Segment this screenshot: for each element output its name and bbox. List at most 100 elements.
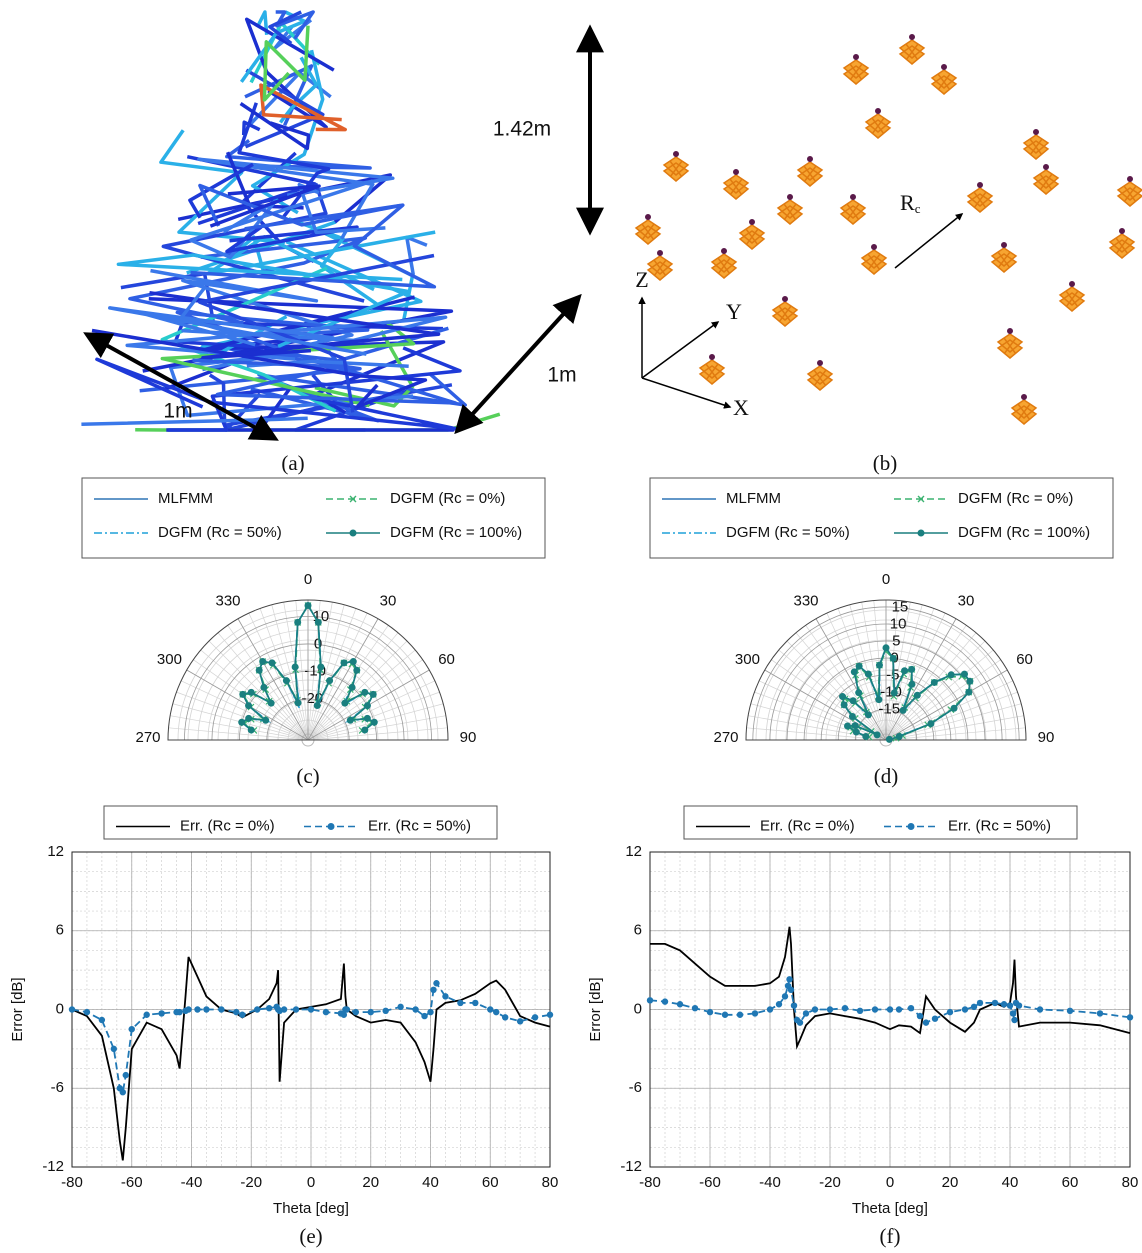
point: [314, 702, 321, 709]
x-tick-label: -80: [61, 1174, 83, 1191]
theta-tick-label: 90: [1038, 729, 1055, 746]
point: [308, 1006, 314, 1012]
point: [69, 1006, 75, 1012]
array-element: [1024, 129, 1048, 159]
element-body: [862, 250, 886, 274]
point: [129, 1026, 135, 1032]
point: [851, 668, 858, 675]
point: [886, 736, 893, 743]
point: [326, 677, 333, 684]
minor-grid-line: [181, 681, 308, 740]
element-feed: [721, 248, 727, 254]
point: [547, 1012, 553, 1018]
panel-caption: (f): [880, 1224, 901, 1248]
legend-label: MLFMM: [726, 490, 781, 507]
point: [707, 1009, 713, 1015]
array-element: [841, 194, 865, 224]
theta-tick-label: 0: [882, 571, 890, 588]
point: [965, 689, 972, 696]
point: [788, 987, 794, 993]
r-tick-label: -15: [878, 700, 900, 717]
element-body: [1012, 400, 1036, 424]
point: [786, 976, 792, 982]
point: [433, 980, 439, 986]
element-feed: [1033, 129, 1039, 135]
element-feed: [1127, 176, 1133, 182]
point: [917, 1013, 923, 1019]
theta-tick-label: 330: [215, 592, 240, 609]
point: [239, 691, 246, 698]
x-tick-label: -20: [819, 1174, 841, 1191]
element-body: [841, 200, 865, 224]
element-feed: [709, 354, 715, 360]
y-tick-label: 12: [625, 843, 642, 860]
array-element: [773, 296, 797, 326]
point: [233, 1009, 239, 1015]
element-feed: [1043, 164, 1049, 170]
point: [852, 722, 859, 729]
array-element: [712, 248, 736, 278]
panel-caption: (c): [296, 764, 319, 788]
element-feed: [871, 244, 877, 250]
page: 1m 1.42m 1m (a) Z Y X Rc (b) 100-10-2027…: [0, 0, 1142, 1253]
point: [353, 667, 360, 674]
point: [908, 681, 915, 688]
point: [812, 1006, 818, 1012]
point: [256, 667, 263, 674]
point: [827, 1006, 833, 1012]
legend-label: DGFM (Rc = 50%): [726, 524, 850, 541]
point: [305, 602, 312, 609]
array-element: [932, 64, 956, 94]
array-element: [862, 244, 886, 274]
x-tick-label: -60: [699, 1174, 721, 1191]
point: [896, 1006, 902, 1012]
minor-grid-line: [249, 613, 308, 740]
element-body: [1110, 234, 1134, 258]
theta-tick-label: 300: [157, 651, 182, 668]
point: [364, 715, 371, 722]
theta-tick-label: 270: [135, 729, 160, 746]
point: [364, 702, 371, 709]
point: [855, 689, 862, 696]
point: [238, 719, 245, 726]
array-element: [900, 34, 924, 64]
point: [908, 1005, 914, 1011]
rc-arrow: [895, 214, 962, 268]
element-body: [932, 70, 956, 94]
x-tick-label: -20: [240, 1174, 262, 1191]
point: [901, 667, 908, 674]
point: [803, 1010, 809, 1016]
x-tick-label: 80: [542, 1174, 559, 1191]
minor-grid-line: [308, 681, 435, 740]
element-feed: [657, 250, 663, 256]
point: [692, 1005, 698, 1011]
point: [752, 1010, 758, 1016]
point: [872, 1006, 878, 1012]
point: [84, 1009, 90, 1015]
point: [1007, 1002, 1013, 1008]
element-feed: [1007, 328, 1013, 334]
wire-segment: [81, 418, 307, 424]
x-axis-label: Theta [deg]: [852, 1200, 928, 1217]
element-feed: [1069, 281, 1075, 287]
theta-tick-label: 270: [713, 729, 738, 746]
point: [239, 1012, 245, 1018]
point: [143, 1012, 149, 1018]
point: [932, 1015, 938, 1021]
point: [487, 1006, 493, 1012]
point: [259, 658, 266, 665]
point: [323, 1009, 329, 1015]
point: [782, 993, 788, 999]
legend-label: MLFMM: [158, 490, 213, 507]
point: [397, 1004, 403, 1010]
point: [662, 998, 668, 1004]
legend-label: Err. (Rc = 0%): [760, 817, 855, 834]
point: [876, 662, 883, 669]
point: [931, 679, 938, 686]
legend-label: Err. (Rc = 0%): [180, 817, 275, 834]
point: [865, 711, 872, 718]
point: [427, 1009, 433, 1015]
point: [260, 684, 267, 691]
point: [111, 1046, 117, 1052]
array-elements: [636, 34, 1142, 424]
